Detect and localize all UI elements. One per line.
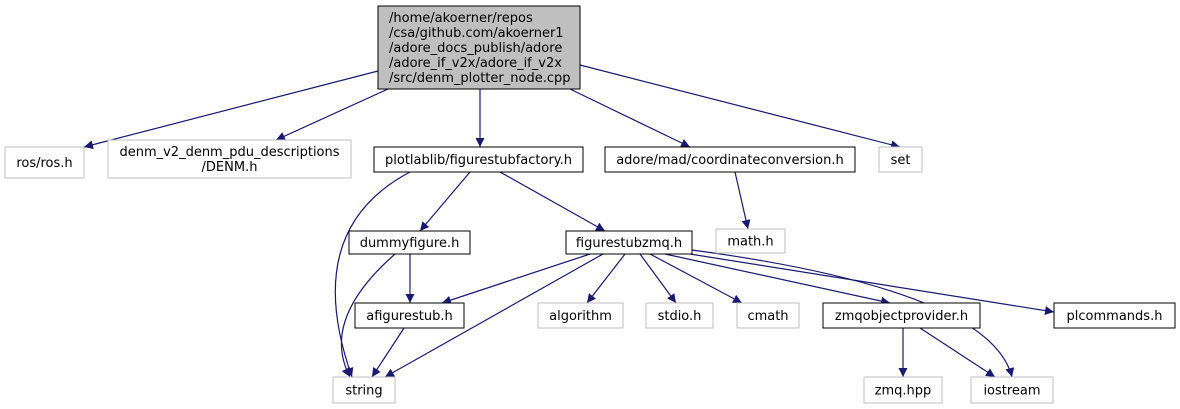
edge-root-to-coordinateconversion <box>569 88 691 148</box>
node-label-figurestubzmq: figurestubzmq.h <box>576 236 682 251</box>
edges-layer <box>83 64 1055 378</box>
node-label-coordinateconversion: adore/mad/coordinateconversion.h <box>616 153 844 168</box>
node-root: /home/akoerner/repos/csa/github.com/akoe… <box>377 5 581 90</box>
node-label-algorithm: algorithm <box>549 309 612 324</box>
node-label-string: string <box>345 384 382 399</box>
edge-figurestubzmq-to-algorithm <box>586 253 626 304</box>
node-box-string <box>332 376 396 404</box>
node-set: set <box>878 146 923 173</box>
node-box-figurestubzmq <box>565 230 693 255</box>
node-math: math.h <box>715 228 786 254</box>
node-box-plcommands <box>1053 302 1176 329</box>
node-label-iostream: iostream <box>983 384 1040 399</box>
node-label-cmath: cmath <box>747 309 788 324</box>
node-box-cmath <box>736 302 800 329</box>
node-label-root-line-5: /src/denm_plotter_node.cpp <box>389 71 570 86</box>
node-label-root-line-4: /adore_if_v2x/adore_if_v2x <box>389 56 562 71</box>
node-box-math <box>715 228 786 254</box>
edge-root-to-denm <box>275 88 389 141</box>
node-stdio: stdio.h <box>645 302 714 329</box>
edge-afigurestub-to-string <box>371 327 405 378</box>
edge-figurestubzmq-to-stdio <box>639 253 677 304</box>
node-label-zmqobjectprovider: zmqobjectprovider.h <box>835 309 968 324</box>
node-afigurestub[interactable]: afigurestub.h <box>354 302 465 329</box>
edge-zmqobjectprovider-to-iostream <box>919 327 996 378</box>
edge-root-to-ros <box>83 70 379 150</box>
node-label-set: set <box>891 153 911 168</box>
node-ros: ros/ros.h <box>4 146 85 179</box>
node-label-plcommands: plcommands.h <box>1067 309 1163 324</box>
node-box-stdio <box>645 302 714 329</box>
node-label-zmqhpp: zmq.hpp <box>875 384 932 399</box>
edge-figurestubzmq-to-string <box>384 253 604 378</box>
node-denm: denm_v2_denm_pdu_descriptions/DENM.h <box>107 139 352 179</box>
node-box-figurestubfactory <box>373 146 584 173</box>
node-label-stdio: stdio.h <box>658 309 702 324</box>
node-box-ros <box>4 146 85 179</box>
node-label-figurestubfactory: plotlablib/figurestubfactory.h <box>385 153 572 168</box>
node-label-ros: ros/ros.h <box>16 156 72 171</box>
node-label-denm-line-2: /DENM.h <box>202 160 258 175</box>
node-zmqobjectprovider[interactable]: zmqobjectprovider.h <box>822 302 981 329</box>
node-box-zmqobjectprovider <box>822 302 981 329</box>
edge-figurestubzmq-to-iostream <box>691 249 1015 378</box>
node-dummyfigure[interactable]: dummyfigure.h <box>348 230 471 255</box>
edge-root-to-set <box>579 64 901 150</box>
edge-figurestubzmq-to-zmqobjectprovider <box>664 253 891 306</box>
node-coordinateconversion[interactable]: adore/mad/coordinateconversion.h <box>604 146 856 173</box>
node-label-dummyfigure: dummyfigure.h <box>360 236 460 251</box>
node-label-afigurestub: afigurestub.h <box>366 309 452 324</box>
node-box-afigurestub <box>354 302 465 329</box>
edge-figurestubzmq-to-cmath <box>649 253 743 304</box>
node-cmath: cmath <box>736 302 800 329</box>
node-box-iostream <box>970 376 1054 404</box>
node-iostream: iostream <box>970 376 1054 404</box>
node-algorithm: algorithm <box>537 302 624 329</box>
node-box-zmqhpp <box>863 376 943 404</box>
node-zmqhpp: zmq.hpp <box>863 376 943 404</box>
edge-figurestubzmq-to-plcommands <box>689 253 1055 316</box>
node-label-root-line-1: /home/akoerner/repos <box>389 11 533 26</box>
edge-figurestubzmq-to-afigurestub <box>441 253 591 305</box>
node-box-set <box>878 146 923 173</box>
node-figurestubzmq[interactable]: figurestubzmq.h <box>565 230 693 255</box>
node-box-algorithm <box>537 302 624 329</box>
node-label-denm-line-1: denm_v2_denm_pdu_descriptions <box>119 145 339 160</box>
node-figurestubfactory[interactable]: plotlablib/figurestubfactory.h <box>373 146 584 173</box>
edge-figurestubfactory-to-string <box>334 171 411 378</box>
node-box-coordinateconversion <box>604 146 856 173</box>
edge-figurestubfactory-to-figurestubzmq <box>499 171 606 232</box>
nodes-layer: /home/akoerner/repos/csa/github.com/akoe… <box>4 5 1176 404</box>
edge-figurestubfactory-to-dummyfigure <box>419 171 471 232</box>
node-string: string <box>332 376 396 404</box>
node-box-dummyfigure <box>348 230 471 255</box>
node-label-root-line-2: /csa/github.com/akoerner1 <box>389 26 564 41</box>
node-box-denm <box>107 139 352 179</box>
node-box-root <box>377 5 581 90</box>
edge-coordinateconversion-to-math <box>734 171 751 230</box>
edge-dummyfigure-to-string <box>340 253 396 378</box>
node-label-math: math.h <box>727 235 773 250</box>
node-label-root-line-3: /adore_docs_publish/adore <box>389 41 562 56</box>
node-plcommands[interactable]: plcommands.h <box>1053 302 1176 329</box>
